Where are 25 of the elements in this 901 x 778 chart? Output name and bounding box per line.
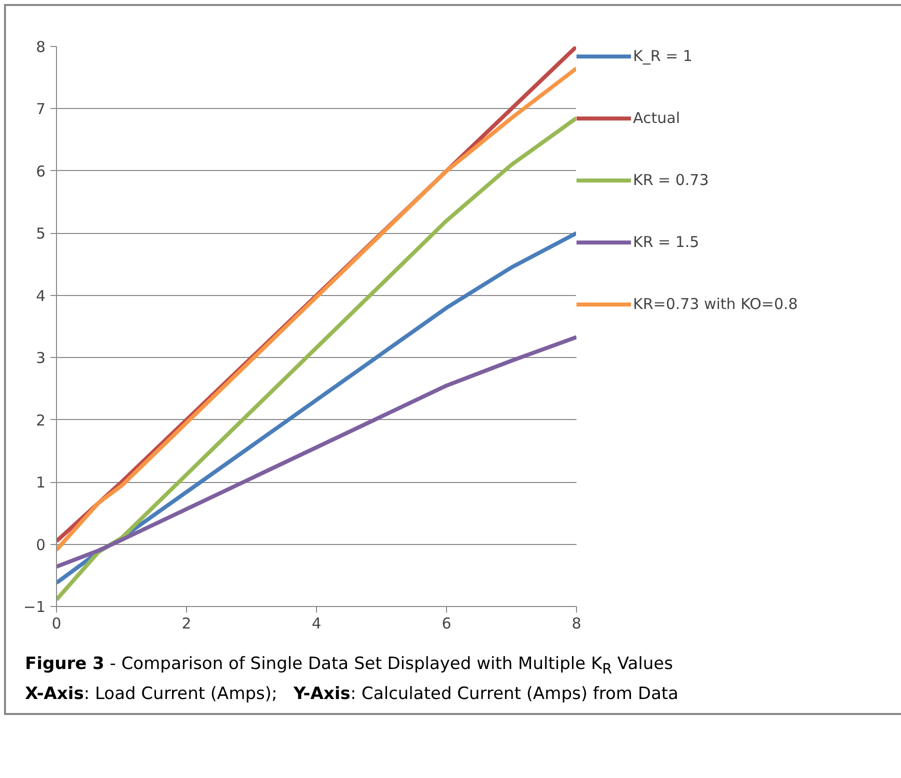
line-series bbox=[56, 231, 576, 585]
legend-label: KR=0.73 with KO=0.8 bbox=[633, 295, 798, 313]
y-tick-label: 6 bbox=[36, 162, 46, 180]
y-tick-label: 7 bbox=[36, 100, 46, 118]
x-tick-label: 8 bbox=[572, 614, 582, 632]
x-tick-label: 4 bbox=[312, 614, 322, 632]
caption: Figure 3 - Comparison of Single Data Set Displayed with Multiple K$_{R}$ Values bbox=[25, 654, 673, 678]
y-tick-label: 5 bbox=[36, 224, 46, 243]
line-series bbox=[56, 116, 576, 602]
y-tick-label: 8 bbox=[36, 38, 46, 56]
y-tick-label: −1 bbox=[23, 598, 46, 616]
y-tick-label: 0 bbox=[36, 536, 46, 554]
y-tick-label: 4 bbox=[36, 286, 46, 305]
y-tick-label: 2 bbox=[36, 411, 46, 430]
legend-label: K_R = 1 bbox=[633, 47, 692, 65]
x-tick-label: 6 bbox=[442, 614, 452, 632]
x-tick-label: 0 bbox=[52, 614, 62, 632]
y-tick-label: 3 bbox=[36, 349, 46, 368]
x-tick-label: 2 bbox=[182, 614, 192, 632]
legend-label: KR = 0.73 bbox=[633, 171, 709, 189]
text: X-Axis: Load Current (Amps); Y-Axis: Calculated Current (Amps) from Data bbox=[25, 684, 678, 704]
legend-label: KR = 1.5 bbox=[633, 233, 700, 251]
line-series bbox=[56, 335, 576, 569]
legend-label: Actual bbox=[633, 109, 680, 127]
y-tick-label: 1 bbox=[36, 474, 46, 492]
